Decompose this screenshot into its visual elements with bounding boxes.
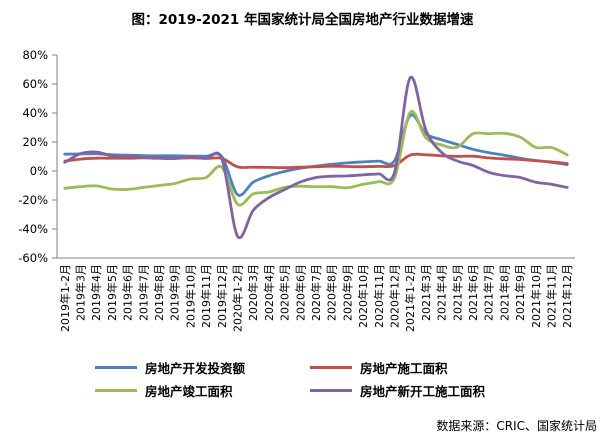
legend-label-construction-area: 房地产施工面积 [360,361,448,376]
x-tick-label: 2019年11月 [199,264,213,328]
x-tick-label: 2021年10月 [529,264,543,328]
data-source: 数据来源：CRIC、国家统计局 [436,419,597,433]
x-tick-label: 2021年9月 [513,264,527,321]
y-tick-label: -20% [18,193,48,207]
legend-item-development-investment: 房地产开发投资额 [95,358,310,377]
x-tick-label: 2019年9月 [168,264,182,321]
x-tick-label: 2021年3月 [419,264,433,321]
x-tick-label: 2019年4月 [89,264,103,321]
x-tick-label: 2021年5月 [450,264,464,321]
x-tick-label: 2019年7月 [136,264,150,321]
legend: 房地产开发投资额 房地产施工面积 房地产竣工面积 房地产新开工施工面积 [95,358,485,400]
x-tick-label: 2021年4月 [435,264,449,321]
x-tick-label: 2021年8月 [497,264,511,321]
legend-label-development-investment: 房地产开发投资额 [145,361,246,376]
x-tick-label: 2019年12月 [215,264,229,328]
x-tick-label: 2019年8月 [152,264,166,321]
x-tick-label: 2020年3月 [246,264,260,321]
x-tick-label: 2019年6月 [121,264,135,321]
series-line-0 [63,113,569,197]
legend-item-construction-area: 房地产施工面积 [310,358,485,377]
series-line-2 [63,109,569,207]
x-tick-label: 2020年7月 [309,264,323,321]
y-tick-label: 0% [30,164,48,178]
y-tick-label: 60% [22,77,48,91]
x-tick-label: 2020年4月 [262,264,276,321]
legend-label-completed-area: 房地产竣工面积 [145,384,233,399]
x-tick-label: 2020年1-2月 [231,264,245,332]
legend-line-swatch-green [95,388,137,393]
x-tick-label: 2020年8月 [325,264,339,321]
x-tick-label: 2021年11月 [545,264,559,328]
x-tick-label: 2021年7月 [482,264,496,321]
x-tick-label: 2020年5月 [278,264,292,321]
legend-line-swatch-red [310,365,352,370]
legend-item-new-starts-area: 房地产新开工施工面积 [310,381,485,400]
y-tick-label: 40% [22,106,48,120]
y-tick-label: -60% [18,251,48,265]
x-tick-label: 2019年1-2月 [58,264,72,332]
x-tick-label: 2019年5月 [105,264,119,321]
chart-title: 图：2019-2021 年国家统计局全国房地产行业数据增速 [131,12,474,28]
legend-line-swatch-blue [95,365,137,370]
x-tick-label: 2020年12月 [388,264,402,328]
x-tick-label: 2020年10月 [356,264,370,328]
x-tick-label: 2021年1-2月 [403,264,417,332]
legend-item-completed-area: 房地产竣工面积 [95,381,310,400]
legend-label-new-starts-area: 房地产新开工施工面积 [360,384,486,399]
y-tick-label: 80% [22,48,48,62]
y-tick-label: -40% [18,222,48,236]
legend-line-swatch-purple [310,388,352,393]
x-tick-label: 2019年10月 [183,264,197,328]
x-tick-label: 2020年6月 [293,264,307,321]
x-tick-label: 2019年3月 [74,264,88,321]
x-tick-label: 2020年11月 [372,264,386,328]
x-tick-label: 2021年6月 [466,264,480,321]
y-tick-label: 20% [22,135,48,149]
x-tick-label: 2021年12月 [560,264,574,328]
series-line-3 [63,75,569,240]
x-tick-label: 2020年9月 [340,264,354,321]
